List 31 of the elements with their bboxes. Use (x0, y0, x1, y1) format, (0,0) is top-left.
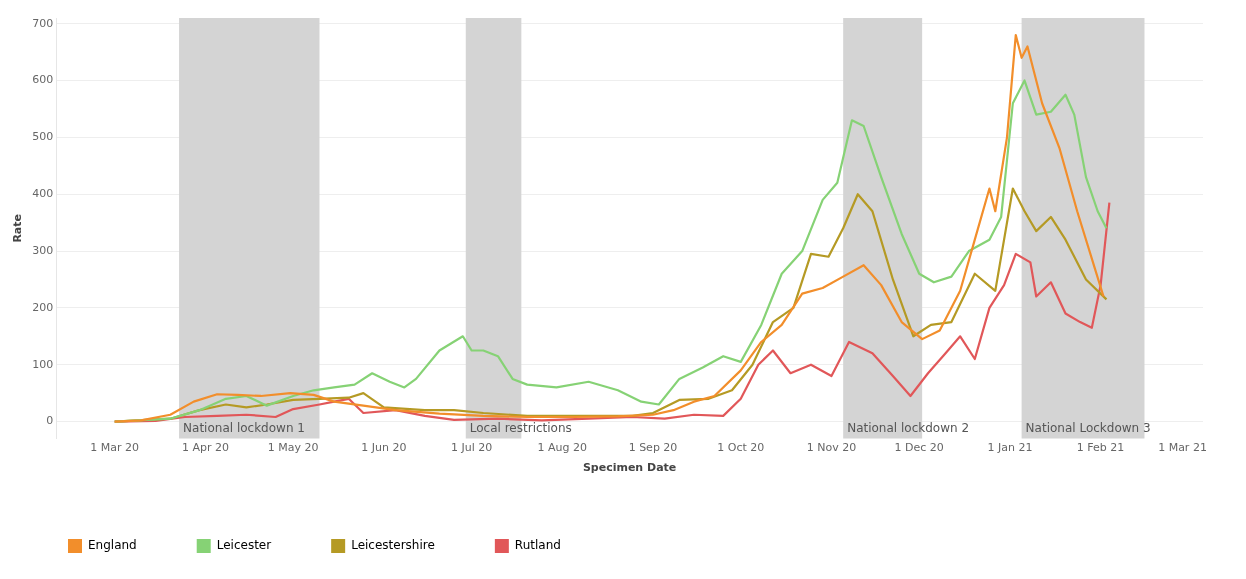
x-axis-title: Specimen Date (582, 461, 677, 475)
x-tick-label: 1 Apr 20 (181, 441, 229, 455)
x-tick-label: 1 Mar 20 (90, 441, 140, 455)
x-tick-label: 1 Sep 20 (628, 441, 678, 455)
x-tick-label: 1 Mar 21 (1158, 441, 1207, 455)
x-tick-label: 1 Jan 21 (987, 441, 1033, 455)
y-tick-label: 200 (32, 300, 54, 314)
x-tick-label: 1 Nov 20 (806, 441, 857, 455)
x-tick-label: 1 Jun 20 (361, 441, 407, 455)
y-tick-label: 0 (46, 414, 54, 428)
x-tick-label: 1 Aug 20 (537, 441, 588, 455)
y-tick-label: 700 (32, 16, 54, 30)
y-tick-label: 600 (32, 73, 54, 87)
legend-label: Leicester (216, 538, 272, 553)
band-label: National Lockdown 3 (1025, 420, 1151, 435)
x-tick-label: 1 May 20 (267, 441, 319, 455)
band-label: Local restrictions (469, 420, 572, 435)
y-tick-label: 300 (32, 243, 54, 257)
x-tick-label: 1 Feb 21 (1076, 441, 1125, 455)
x-tick-label: 1 Oct 20 (717, 441, 765, 455)
x-tick-label: 1 Jul 20 (450, 441, 493, 455)
legend-label: Rutland (514, 538, 561, 553)
y-tick-label: 100 (32, 357, 54, 371)
band-label: National lockdown 1 (183, 420, 305, 435)
y-axis-title: Rate (11, 213, 25, 243)
legend-label: Leicestershire (351, 538, 435, 553)
band-label: National lockdown 2 (847, 420, 970, 435)
y-tick-label: 500 (32, 130, 54, 144)
y-tick-label: 400 (32, 187, 54, 201)
legend-label: England (88, 538, 137, 553)
x-tick-label: 1 Dec 20 (894, 441, 944, 455)
